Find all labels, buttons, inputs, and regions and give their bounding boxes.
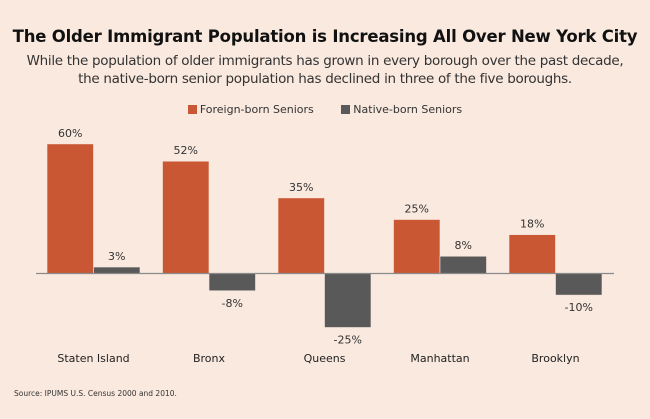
bar-foreign-born-bronx [162,160,210,274]
bar-native-born-brooklyn [555,273,603,296]
data-label: -25% [334,334,362,347]
bar-foreign-born-brooklyn [508,234,556,274]
bar-foreign-born-queens [277,197,325,274]
chart-title: The Older Immigrant Population is Increa… [12,27,638,46]
data-label: 3% [108,250,125,263]
bar-foreign-born-staten-island [46,143,94,274]
legend-label-native-born: Native-born Seniors [353,103,463,116]
category-label: Bronx [193,352,226,365]
chart-subtitle: While the population of older immigrants… [0,52,650,88]
data-label: 52% [174,144,198,157]
data-label: 35% [289,181,313,194]
legend-item-native-born: Native-born Seniors [341,103,462,116]
data-label: 60% [58,127,82,140]
subtitle-line-2: the native-born senior population has de… [78,71,572,87]
bar-native-born-queens [324,273,372,328]
bar-native-born-staten-island [93,266,141,274]
category-label: Queens [304,352,346,365]
bar-foreign-born-manhattan [393,219,441,274]
data-label: 8% [455,239,472,252]
category-label: Manhattan [410,352,469,365]
data-label: -10% [565,301,593,314]
data-label: 25% [405,203,429,216]
legend-swatch-native-born [341,105,351,114]
bar-native-born-manhattan [439,255,487,274]
legend: Foreign-born Seniors Native-born Seniors [0,103,650,117]
legend-item-foreign-born: Foreign-born Seniors [187,103,314,116]
data-label: 18% [520,218,544,231]
source-note: Source: IPUMS U.S. Census 2000 and 2010. [14,389,177,398]
legend-label-foreign-born: Foreign-born Seniors [199,103,314,116]
data-label: -8% [222,297,243,310]
category-label: Brooklyn [531,352,579,365]
bar-native-born-bronx [208,273,256,292]
category-label: Staten Island [57,352,129,365]
legend-swatch-foreign-born [187,105,197,114]
subtitle-line-1: While the population of older immigrants… [26,53,624,69]
